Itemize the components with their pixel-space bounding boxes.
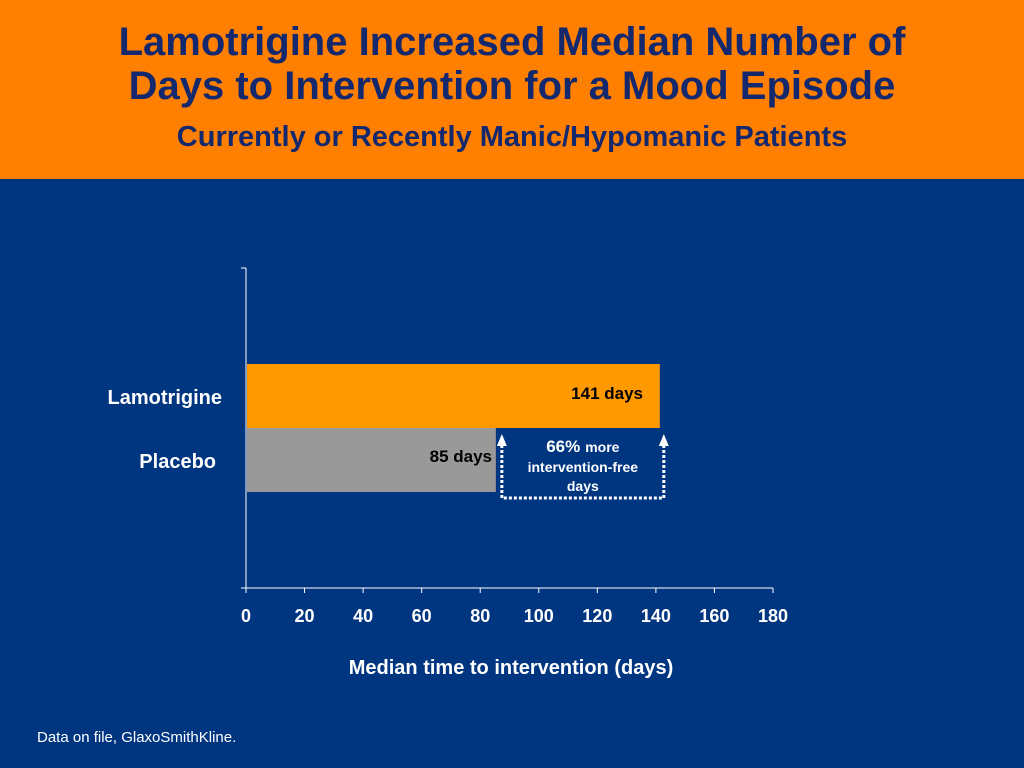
value-label: 85 days — [430, 447, 492, 466]
annotation-percent: 66% — [546, 437, 580, 456]
header-banner: Lamotrigine Increased Median Number of D… — [0, 0, 1024, 179]
annotation-text: more — [585, 439, 619, 455]
title-line-2: Days to Intervention for a Mood Episode — [128, 64, 896, 108]
x-tick-label: 40 — [353, 606, 373, 626]
annotation-line-3: days — [567, 478, 599, 494]
category-label: Placebo — [139, 451, 216, 473]
page-subtitle: Currently or Recently Manic/Hypomanic Pa… — [176, 121, 848, 153]
value-label: 141 days — [571, 384, 643, 403]
source-note: Data on file, GlaxoSmithKline. — [37, 729, 237, 746]
arrow-up-icon — [496, 434, 507, 446]
x-tick-label: 20 — [295, 606, 315, 626]
x-tick-label: 80 — [470, 606, 490, 626]
annotation-line-2: intervention-free — [528, 459, 639, 475]
title-line-1: Lamotrigine Increased Median Number of — [118, 20, 906, 64]
bar-lamotrigine — [247, 364, 660, 428]
x-tick-label: 160 — [699, 606, 729, 626]
page-title: Lamotrigine Increased Median Number of D… — [0, 20, 1024, 108]
arrow-up-icon — [658, 434, 669, 446]
x-tick-label: 140 — [641, 606, 671, 626]
x-tick-label: 120 — [582, 606, 612, 626]
x-tick-label: 0 — [241, 606, 251, 626]
category-label: Lamotrigine — [108, 387, 222, 409]
x-tick-label: 180 — [758, 606, 788, 626]
x-tick-label: 100 — [524, 606, 554, 626]
bar-placebo — [247, 428, 496, 492]
x-tick-label: 60 — [412, 606, 432, 626]
annotation-line-1: 66% more — [546, 437, 619, 456]
x-axis-title: Median time to intervention (days) — [349, 657, 673, 679]
